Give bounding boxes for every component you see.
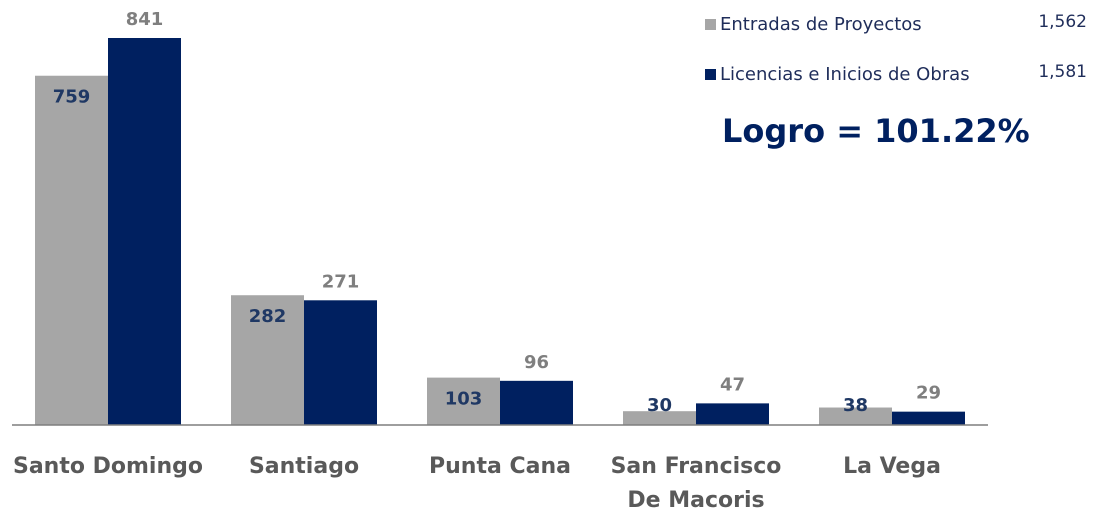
- x-tick-label: Punta Cana: [429, 454, 571, 479]
- data-label: 29: [916, 383, 941, 404]
- data-label: 30: [647, 395, 672, 416]
- x-tick-label: Santo Domingo: [12, 454, 203, 479]
- bar: [108, 38, 181, 425]
- bar: [819, 407, 892, 425]
- bar: [35, 75, 108, 426]
- data-label: 271: [322, 271, 360, 292]
- bar: [427, 377, 500, 425]
- data-label: 96: [524, 352, 549, 373]
- legend-swatch: [705, 69, 716, 80]
- bar: [696, 403, 769, 425]
- data-label: 38: [843, 395, 868, 416]
- x-tick-label: Santiago: [248, 454, 360, 479]
- x-tick-label: La Vega: [843, 454, 941, 479]
- data-label: 841: [126, 9, 164, 30]
- bar: [892, 411, 965, 425]
- legend-total: 1,581: [1038, 62, 1087, 82]
- bar: [623, 411, 696, 425]
- bar: [231, 295, 304, 425]
- data-label: 47: [720, 374, 745, 395]
- legend-total: 1,562: [1038, 12, 1087, 32]
- legend-swatch: [705, 19, 716, 30]
- data-label: 759: [53, 87, 91, 108]
- data-label: 103: [445, 389, 483, 410]
- bar: [304, 300, 377, 425]
- annotation: Logro = 101.22%: [722, 112, 1030, 150]
- bar: [500, 380, 573, 425]
- data-label: 282: [249, 306, 287, 327]
- legend-label: Entradas de Proyectos: [720, 14, 922, 35]
- x-tick-label: San Francisco De Macoris: [610, 454, 782, 510]
- legend-label: Licencias e Inicios de Obras: [720, 64, 970, 85]
